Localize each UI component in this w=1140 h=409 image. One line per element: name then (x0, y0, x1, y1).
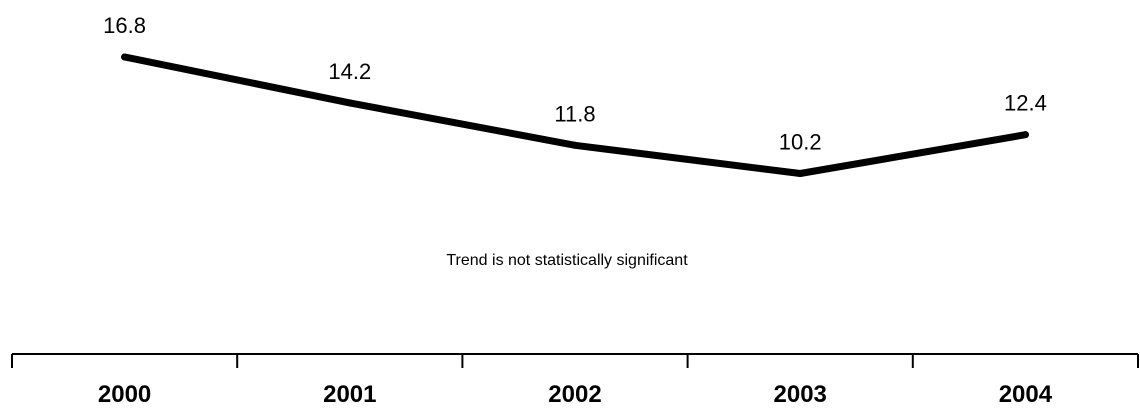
data-label-layer: 16.8 14.2 11.8 10.2 12.4 (103, 13, 1047, 154)
data-label-2000: 16.8 (103, 13, 146, 38)
data-label-2004: 12.4 (1004, 91, 1047, 116)
data-point-2003 (796, 169, 804, 177)
x-tick-label-2000: 2000 (98, 381, 151, 408)
data-label-2002: 11.8 (554, 101, 595, 126)
data-label-2003: 10.2 (779, 129, 822, 154)
trend-annotation: Trend is not statistically significant (446, 252, 688, 269)
data-point-2002 (571, 141, 579, 149)
x-tick-label-2002: 2002 (548, 381, 601, 408)
x-tick-label-2004: 2004 (999, 381, 1053, 408)
x-axis: 2000 2001 2002 2003 2004 (11, 353, 1139, 408)
data-point-2004 (1021, 131, 1029, 139)
x-tick-label-2001: 2001 (323, 381, 376, 408)
data-point-2001 (346, 99, 354, 107)
data-point-2000 (121, 53, 129, 61)
data-label-2001: 14.2 (328, 59, 371, 84)
series-layer (121, 53, 1029, 177)
x-tick-label-2003: 2003 (774, 381, 827, 408)
